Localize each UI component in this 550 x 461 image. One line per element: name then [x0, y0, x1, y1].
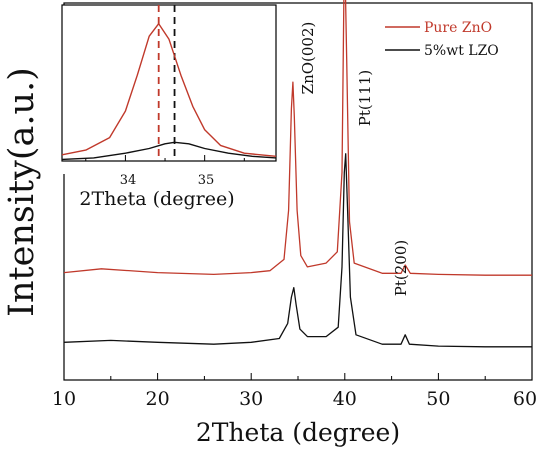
- series-line-5-wt-lzo: [63, 153, 532, 348]
- main-y-axis-title: Intensity(a.u.): [2, 67, 42, 317]
- inset-x-tick-label: 34: [120, 173, 137, 188]
- main-x-tick-label: 10: [52, 388, 76, 410]
- inset-series-group: [61, 5, 277, 161]
- series-line-pure-zno: [63, 0, 532, 276]
- main-x-ticks: [63, 373, 533, 380]
- peak-label-pt200: Pt(200): [392, 240, 410, 296]
- inset-x-tick-label: 35: [198, 173, 215, 188]
- peak-label-pt111: Pt(111): [356, 70, 374, 126]
- main-x-tick-label: 20: [146, 388, 170, 410]
- inset-background: [62, 5, 276, 174]
- inset-x-axis-title: 2Theta (degree): [79, 188, 234, 210]
- main-x-tick-label: 60: [513, 388, 537, 410]
- main-x-tick-label: 30: [239, 388, 263, 410]
- main-x-tick-label: 40: [333, 388, 357, 410]
- legend-label-lzo: 5%wt LZO: [424, 43, 499, 59]
- main-x-axis-title: 2Theta (degree): [196, 418, 400, 447]
- inset-plot-frame: [61, 4, 277, 162]
- main-series-group: [63, 0, 532, 348]
- inset-series-line-pure-zno: [61, 23, 277, 157]
- main-x-tick-label: 50: [426, 388, 450, 410]
- legend-label-pure-zno: Pure ZnO: [424, 20, 492, 36]
- legend: Pure ZnO 5%wt LZO: [385, 20, 499, 59]
- peak-label-zno002: ZnO(002): [299, 22, 317, 95]
- inset-series-line-5-wt-lzo: [61, 141, 277, 161]
